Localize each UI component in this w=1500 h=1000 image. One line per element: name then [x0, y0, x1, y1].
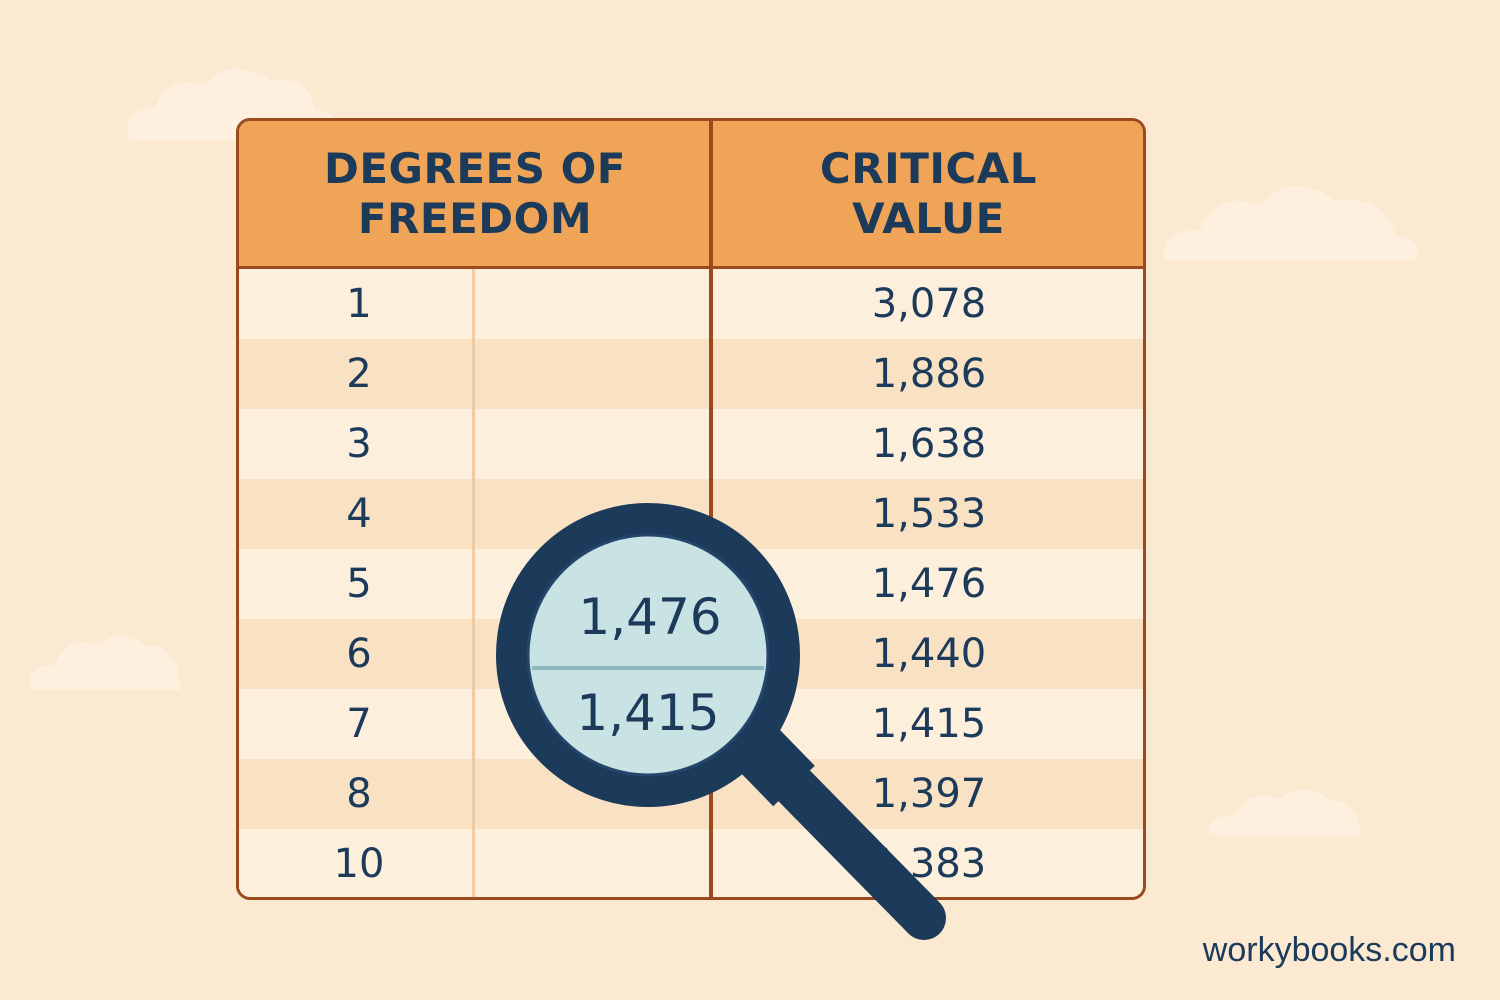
table-row: 3 1,638: [239, 409, 1143, 479]
critical-value-cell: 1,533: [871, 491, 987, 537]
lens-top-value: 1,476: [578, 588, 722, 646]
critical-value-cell: 1,886: [871, 351, 987, 397]
df-cell: 1: [346, 281, 372, 327]
df-cell: 2: [346, 351, 372, 397]
table-row: 1 3,078: [239, 269, 1143, 339]
cloud-decoration: [1209, 789, 1360, 835]
table-header: DEGREES OF FREEDOM CRITICAL VALUE: [239, 121, 1143, 269]
df-cell: 7: [346, 701, 372, 747]
site-watermark: workybooks.com: [1202, 931, 1456, 969]
header-degrees-of-freedom: DEGREES OF FREEDOM: [239, 121, 711, 266]
table-row: 2 1,886: [239, 339, 1143, 409]
critical-value-cell: 3,078: [871, 281, 987, 327]
critical-value-cell: 1,415: [871, 701, 987, 747]
cloud-decoration: [29, 635, 181, 690]
table-row: 10 1,383: [239, 829, 1143, 897]
df-cell: 4: [346, 491, 372, 537]
header-cv-line1: CRITICAL: [819, 143, 1038, 193]
df-cell: 8: [346, 771, 372, 817]
df-cell: 6: [346, 631, 372, 677]
header-cv-line2: VALUE: [852, 193, 1005, 243]
column-divider: [709, 121, 713, 897]
critical-values-table: DEGREES OF FREEDOM CRITICAL VALUE 1 3,07…: [236, 118, 1146, 900]
df-cell: 5: [346, 561, 372, 607]
header-critical-value: CRITICAL VALUE: [711, 121, 1143, 266]
critical-value-cell: 1,638: [871, 421, 987, 467]
critical-value-cell: 1,440: [871, 631, 987, 677]
magnifier-graphic: [496, 503, 946, 940]
magnifying-glass-icon: 1,476 1,415: [494, 500, 954, 940]
df-cell: 3: [346, 421, 372, 467]
header-df-line1: DEGREES OF: [323, 143, 626, 193]
critical-value-cell: 1,397: [871, 771, 987, 817]
critical-value-cell: 1,476: [871, 561, 987, 607]
header-df-line2: FREEDOM: [357, 193, 593, 243]
df-cell: 10: [333, 841, 385, 887]
inner-column-divider: [472, 269, 475, 897]
cloud-decoration: [1164, 186, 1418, 260]
lens-bottom-value: 1,415: [576, 684, 720, 742]
